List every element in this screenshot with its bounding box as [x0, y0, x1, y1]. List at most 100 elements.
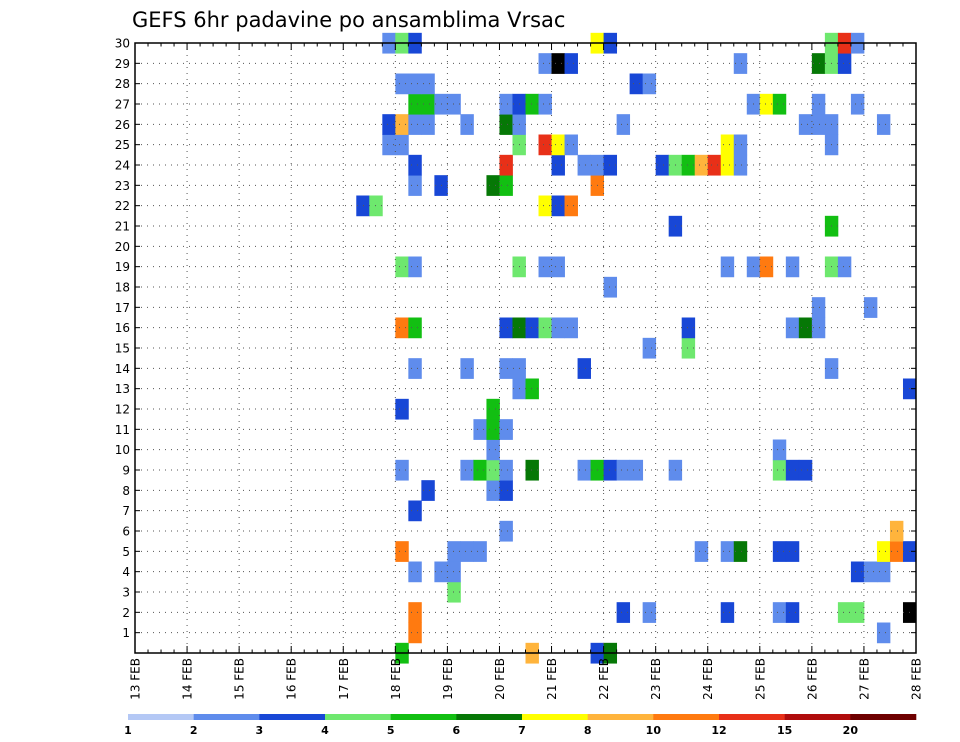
heatmap-cell — [876, 561, 891, 583]
y-tick-label: 27 — [115, 98, 130, 112]
heatmap-cell — [538, 195, 552, 217]
heatmap-cell — [395, 459, 409, 481]
heatmap-cell — [577, 358, 591, 379]
colorbar-swatch — [719, 714, 785, 720]
colorbar-swatch — [784, 714, 851, 720]
x-tick-label: 15 FEB — [233, 658, 247, 700]
heatmap-cell — [447, 93, 461, 115]
heatmap-cell — [564, 53, 578, 74]
heatmap-cell — [408, 256, 422, 278]
heatmap-cell — [447, 561, 461, 583]
colorbar-label: 12 — [711, 724, 726, 737]
y-tick-label: 13 — [115, 382, 130, 396]
colorbar-label: 7 — [518, 724, 526, 737]
colorbar-label: 15 — [777, 724, 792, 737]
heatmap-cell — [408, 175, 422, 196]
colorbar-label: 4 — [321, 724, 329, 737]
heatmap-cell — [811, 114, 826, 135]
heatmap-cell — [772, 93, 787, 115]
heatmap-cell — [733, 541, 748, 562]
heatmap-cell — [447, 581, 461, 603]
heatmap-cell — [642, 337, 657, 359]
heatmap-cell — [785, 602, 800, 623]
heatmap-cell — [603, 276, 618, 298]
y-tick-label: 2 — [122, 606, 130, 620]
heatmap-cell — [681, 337, 696, 359]
x-tick-label: 23 FEB — [649, 658, 663, 700]
heatmap-cell — [811, 317, 826, 339]
heatmap-cell — [551, 154, 565, 176]
y-tick-label: 24 — [115, 159, 130, 173]
heatmap-cell — [499, 154, 513, 176]
heatmap-cell — [720, 256, 735, 278]
heatmap-cell — [642, 73, 657, 95]
heatmap-cell — [616, 459, 631, 481]
colorbar-swatch — [456, 714, 523, 720]
heatmap-cell — [395, 398, 409, 420]
heatmap-cell — [811, 297, 826, 318]
y-tick-label: 11 — [115, 423, 130, 437]
heatmap-cell — [798, 114, 813, 135]
y-tick-label: 8 — [122, 484, 130, 498]
heatmap-cell — [655, 154, 670, 176]
y-tick-label: 25 — [115, 138, 130, 152]
heatmap-cell — [486, 480, 500, 501]
colorbar: 1 2 3 4 5 6 7 8 10 12 15 20 — [124, 714, 917, 737]
heatmap-cell — [408, 317, 422, 339]
heatmap-cell — [564, 195, 578, 217]
y-tick-label: 23 — [115, 179, 130, 193]
heatmap-cell — [850, 602, 865, 623]
heatmap-cell — [369, 195, 383, 217]
heatmap-cell — [551, 53, 565, 74]
heatmap-cell — [525, 93, 539, 115]
y-tick-label: 10 — [115, 443, 130, 457]
heatmap-cell — [486, 175, 500, 196]
colorbar-swatch — [259, 714, 326, 720]
y-tick-label: 3 — [122, 586, 130, 600]
heatmap-cell — [681, 154, 696, 176]
x-tick-label: 17 FEB — [337, 658, 351, 700]
y-tick-label: 22 — [115, 199, 130, 213]
heatmap-cell — [473, 459, 487, 481]
heatmap-cell — [408, 358, 422, 379]
colorbar-swatch — [390, 714, 457, 720]
y-tick-label: 26 — [115, 118, 130, 132]
heatmap-cell — [720, 154, 735, 176]
x-tick-label: 20 FEB — [493, 658, 507, 700]
heatmap-cell — [603, 459, 618, 481]
heatmap-cell — [889, 520, 904, 542]
colorbar-label: 6 — [453, 724, 461, 737]
y-tick-label: 30 — [115, 37, 130, 51]
colorbar-label: 3 — [256, 724, 264, 737]
heatmap-cell — [603, 154, 618, 176]
heatmap-cell — [564, 317, 578, 339]
heatmap-cell — [863, 561, 878, 583]
heatmap-cell — [837, 256, 852, 278]
heatmap-cell — [395, 134, 409, 156]
heatmap-cell — [785, 541, 800, 562]
y-tick-label: 9 — [122, 464, 130, 478]
colorbar-swatch — [850, 714, 917, 720]
heatmap-cell — [525, 317, 539, 339]
heatmap-cell — [538, 53, 552, 74]
heatmap-cell — [460, 358, 474, 379]
heatmap-cell — [525, 459, 539, 481]
colorbar-swatch — [325, 714, 391, 720]
heatmap-cell — [499, 114, 513, 135]
y-tick-label: 6 — [122, 525, 130, 539]
heatmap-cell — [525, 378, 539, 400]
heatmap-cell — [785, 317, 800, 339]
y-tick-label: 17 — [115, 301, 130, 315]
y-tick-label: 15 — [115, 342, 130, 356]
heatmap-cell — [733, 154, 748, 176]
y-tick-label: 5 — [122, 545, 130, 559]
heatmap-cell — [486, 459, 500, 481]
heatmap-cell — [408, 93, 422, 115]
y-tick-label: 21 — [115, 220, 130, 234]
x-tick-label: 22 FEB — [597, 658, 611, 700]
heatmap-cell — [551, 256, 565, 278]
colorbar-label: 20 — [843, 724, 859, 737]
heatmap-cell — [759, 93, 774, 115]
heatmap-cell — [837, 53, 852, 74]
